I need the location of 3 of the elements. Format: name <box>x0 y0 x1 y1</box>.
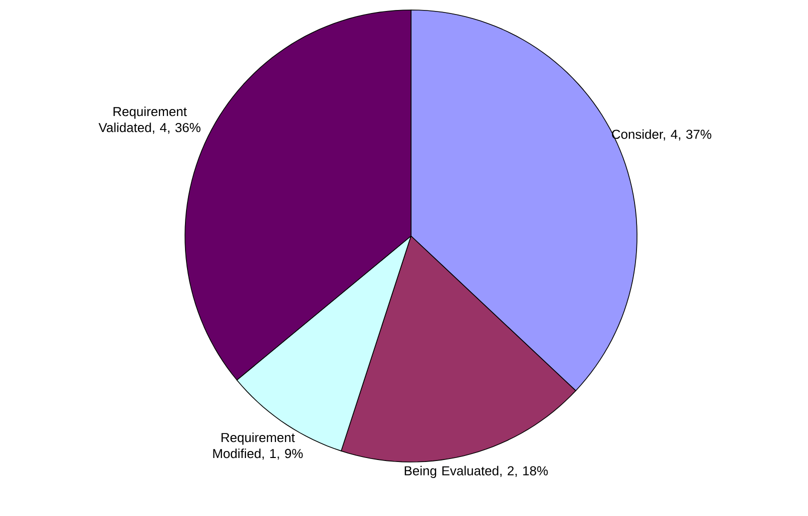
slice-label: Requirement Validated, 4, 36% <box>98 106 200 134</box>
slice-label: Requirement Modified, 1, 9% <box>213 432 303 460</box>
slice-label: Being Evaluated, 2, 18% <box>404 466 548 478</box>
